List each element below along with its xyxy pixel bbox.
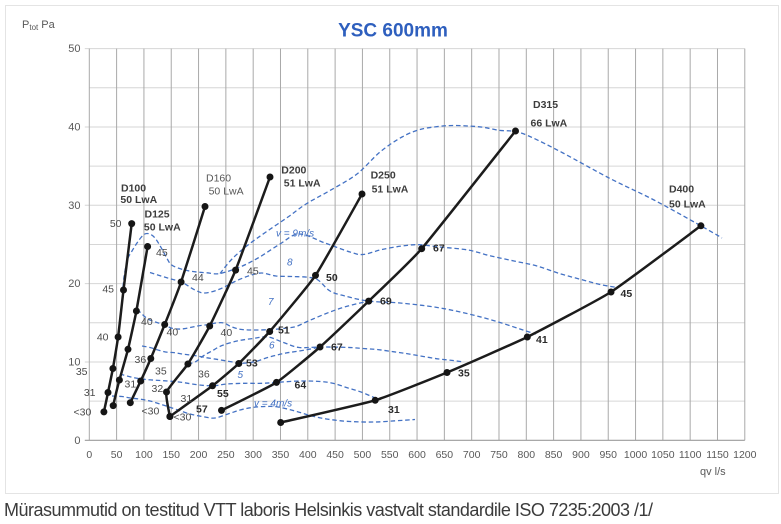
svg-text:<30: <30 [174, 412, 192, 424]
svg-text:200: 200 [190, 449, 208, 461]
svg-text:31: 31 [125, 379, 137, 391]
svg-text:800: 800 [518, 449, 536, 461]
svg-text:40: 40 [167, 327, 179, 339]
svg-text:950: 950 [599, 449, 617, 461]
svg-text:<30: <30 [74, 407, 92, 419]
svg-text:36: 36 [135, 354, 147, 366]
svg-text:50 LwA: 50 LwA [209, 186, 244, 198]
svg-text:850: 850 [545, 449, 563, 461]
svg-text:55: 55 [217, 388, 229, 400]
svg-text:50: 50 [111, 449, 123, 461]
svg-text:v = 9m/s: v = 9m/s [276, 229, 314, 240]
svg-text:45: 45 [102, 284, 114, 296]
svg-text:69: 69 [380, 296, 392, 308]
svg-text:50: 50 [110, 218, 122, 230]
svg-text:1150: 1150 [706, 449, 729, 461]
svg-text:550: 550 [381, 449, 399, 461]
svg-text:250: 250 [217, 449, 235, 461]
svg-text:30: 30 [68, 200, 80, 212]
svg-text:32: 32 [152, 383, 164, 395]
svg-text:Ptot Pa: Ptot Pa [22, 19, 56, 32]
svg-text:50 LwA: 50 LwA [120, 194, 157, 206]
svg-text:D100: D100 [121, 183, 146, 195]
svg-text:31: 31 [84, 387, 96, 399]
svg-text:1100: 1100 [679, 449, 702, 461]
svg-text:53: 53 [246, 358, 258, 370]
svg-text:D125: D125 [145, 208, 170, 220]
svg-text:1200: 1200 [733, 449, 757, 461]
svg-text:750: 750 [490, 449, 508, 461]
svg-text:YSC 600mm: YSC 600mm [338, 21, 448, 42]
svg-text:400: 400 [299, 449, 317, 461]
svg-text:67: 67 [433, 243, 445, 255]
svg-text:57: 57 [196, 404, 208, 416]
svg-text:50: 50 [326, 272, 338, 284]
svg-text:67: 67 [331, 342, 343, 354]
svg-text:300: 300 [244, 449, 262, 461]
svg-text:64: 64 [295, 380, 307, 392]
svg-text:0: 0 [74, 435, 80, 447]
svg-text:700: 700 [463, 449, 481, 461]
svg-text:<30: <30 [142, 406, 160, 418]
svg-text:45: 45 [621, 288, 633, 300]
svg-text:40: 40 [221, 327, 233, 339]
svg-text:100: 100 [135, 449, 153, 461]
svg-text:50: 50 [68, 43, 80, 55]
svg-text:450: 450 [326, 449, 344, 461]
svg-text:D250: D250 [371, 170, 396, 182]
svg-text:20: 20 [68, 278, 80, 290]
svg-text:35: 35 [76, 366, 88, 378]
svg-text:50 LwA: 50 LwA [144, 221, 181, 233]
svg-text:1050: 1050 [651, 449, 675, 461]
svg-text:31: 31 [181, 393, 193, 405]
svg-text:5: 5 [238, 370, 244, 381]
svg-text:D160: D160 [206, 173, 231, 185]
svg-text:51: 51 [278, 325, 290, 337]
svg-text:40: 40 [97, 332, 109, 344]
svg-text:D200: D200 [281, 165, 306, 177]
svg-text:1000: 1000 [624, 449, 648, 461]
svg-text:35: 35 [155, 366, 167, 378]
svg-text:66 LwA: 66 LwA [531, 117, 568, 129]
svg-text:600: 600 [408, 449, 426, 461]
svg-text:0: 0 [86, 449, 92, 461]
svg-text:36: 36 [198, 369, 210, 381]
svg-text:51 LwA: 51 LwA [284, 177, 321, 189]
svg-text:qv l/s: qv l/s [700, 466, 726, 478]
svg-text:350: 350 [272, 449, 290, 461]
svg-text:500: 500 [354, 449, 372, 461]
svg-text:900: 900 [572, 449, 590, 461]
svg-text:v = 4m/s: v = 4m/s [254, 399, 292, 410]
svg-text:41: 41 [536, 334, 548, 346]
svg-text:40: 40 [68, 121, 80, 133]
svg-text:35: 35 [458, 367, 470, 379]
svg-text:650: 650 [436, 449, 454, 461]
svg-text:44: 44 [192, 272, 204, 284]
svg-text:45: 45 [247, 266, 259, 278]
svg-text:40: 40 [141, 316, 153, 328]
svg-text:50 LwA: 50 LwA [669, 198, 706, 210]
svg-text:D400: D400 [669, 183, 694, 195]
svg-text:150: 150 [162, 449, 180, 461]
svg-text:51 LwA: 51 LwA [372, 184, 409, 196]
svg-text:6: 6 [269, 341, 275, 352]
svg-text:45: 45 [156, 247, 168, 259]
svg-text:31: 31 [388, 404, 400, 416]
svg-text:8: 8 [287, 258, 293, 269]
svg-text:7: 7 [268, 297, 274, 308]
svg-text:D315: D315 [533, 99, 558, 111]
svg-text:10: 10 [68, 356, 80, 368]
